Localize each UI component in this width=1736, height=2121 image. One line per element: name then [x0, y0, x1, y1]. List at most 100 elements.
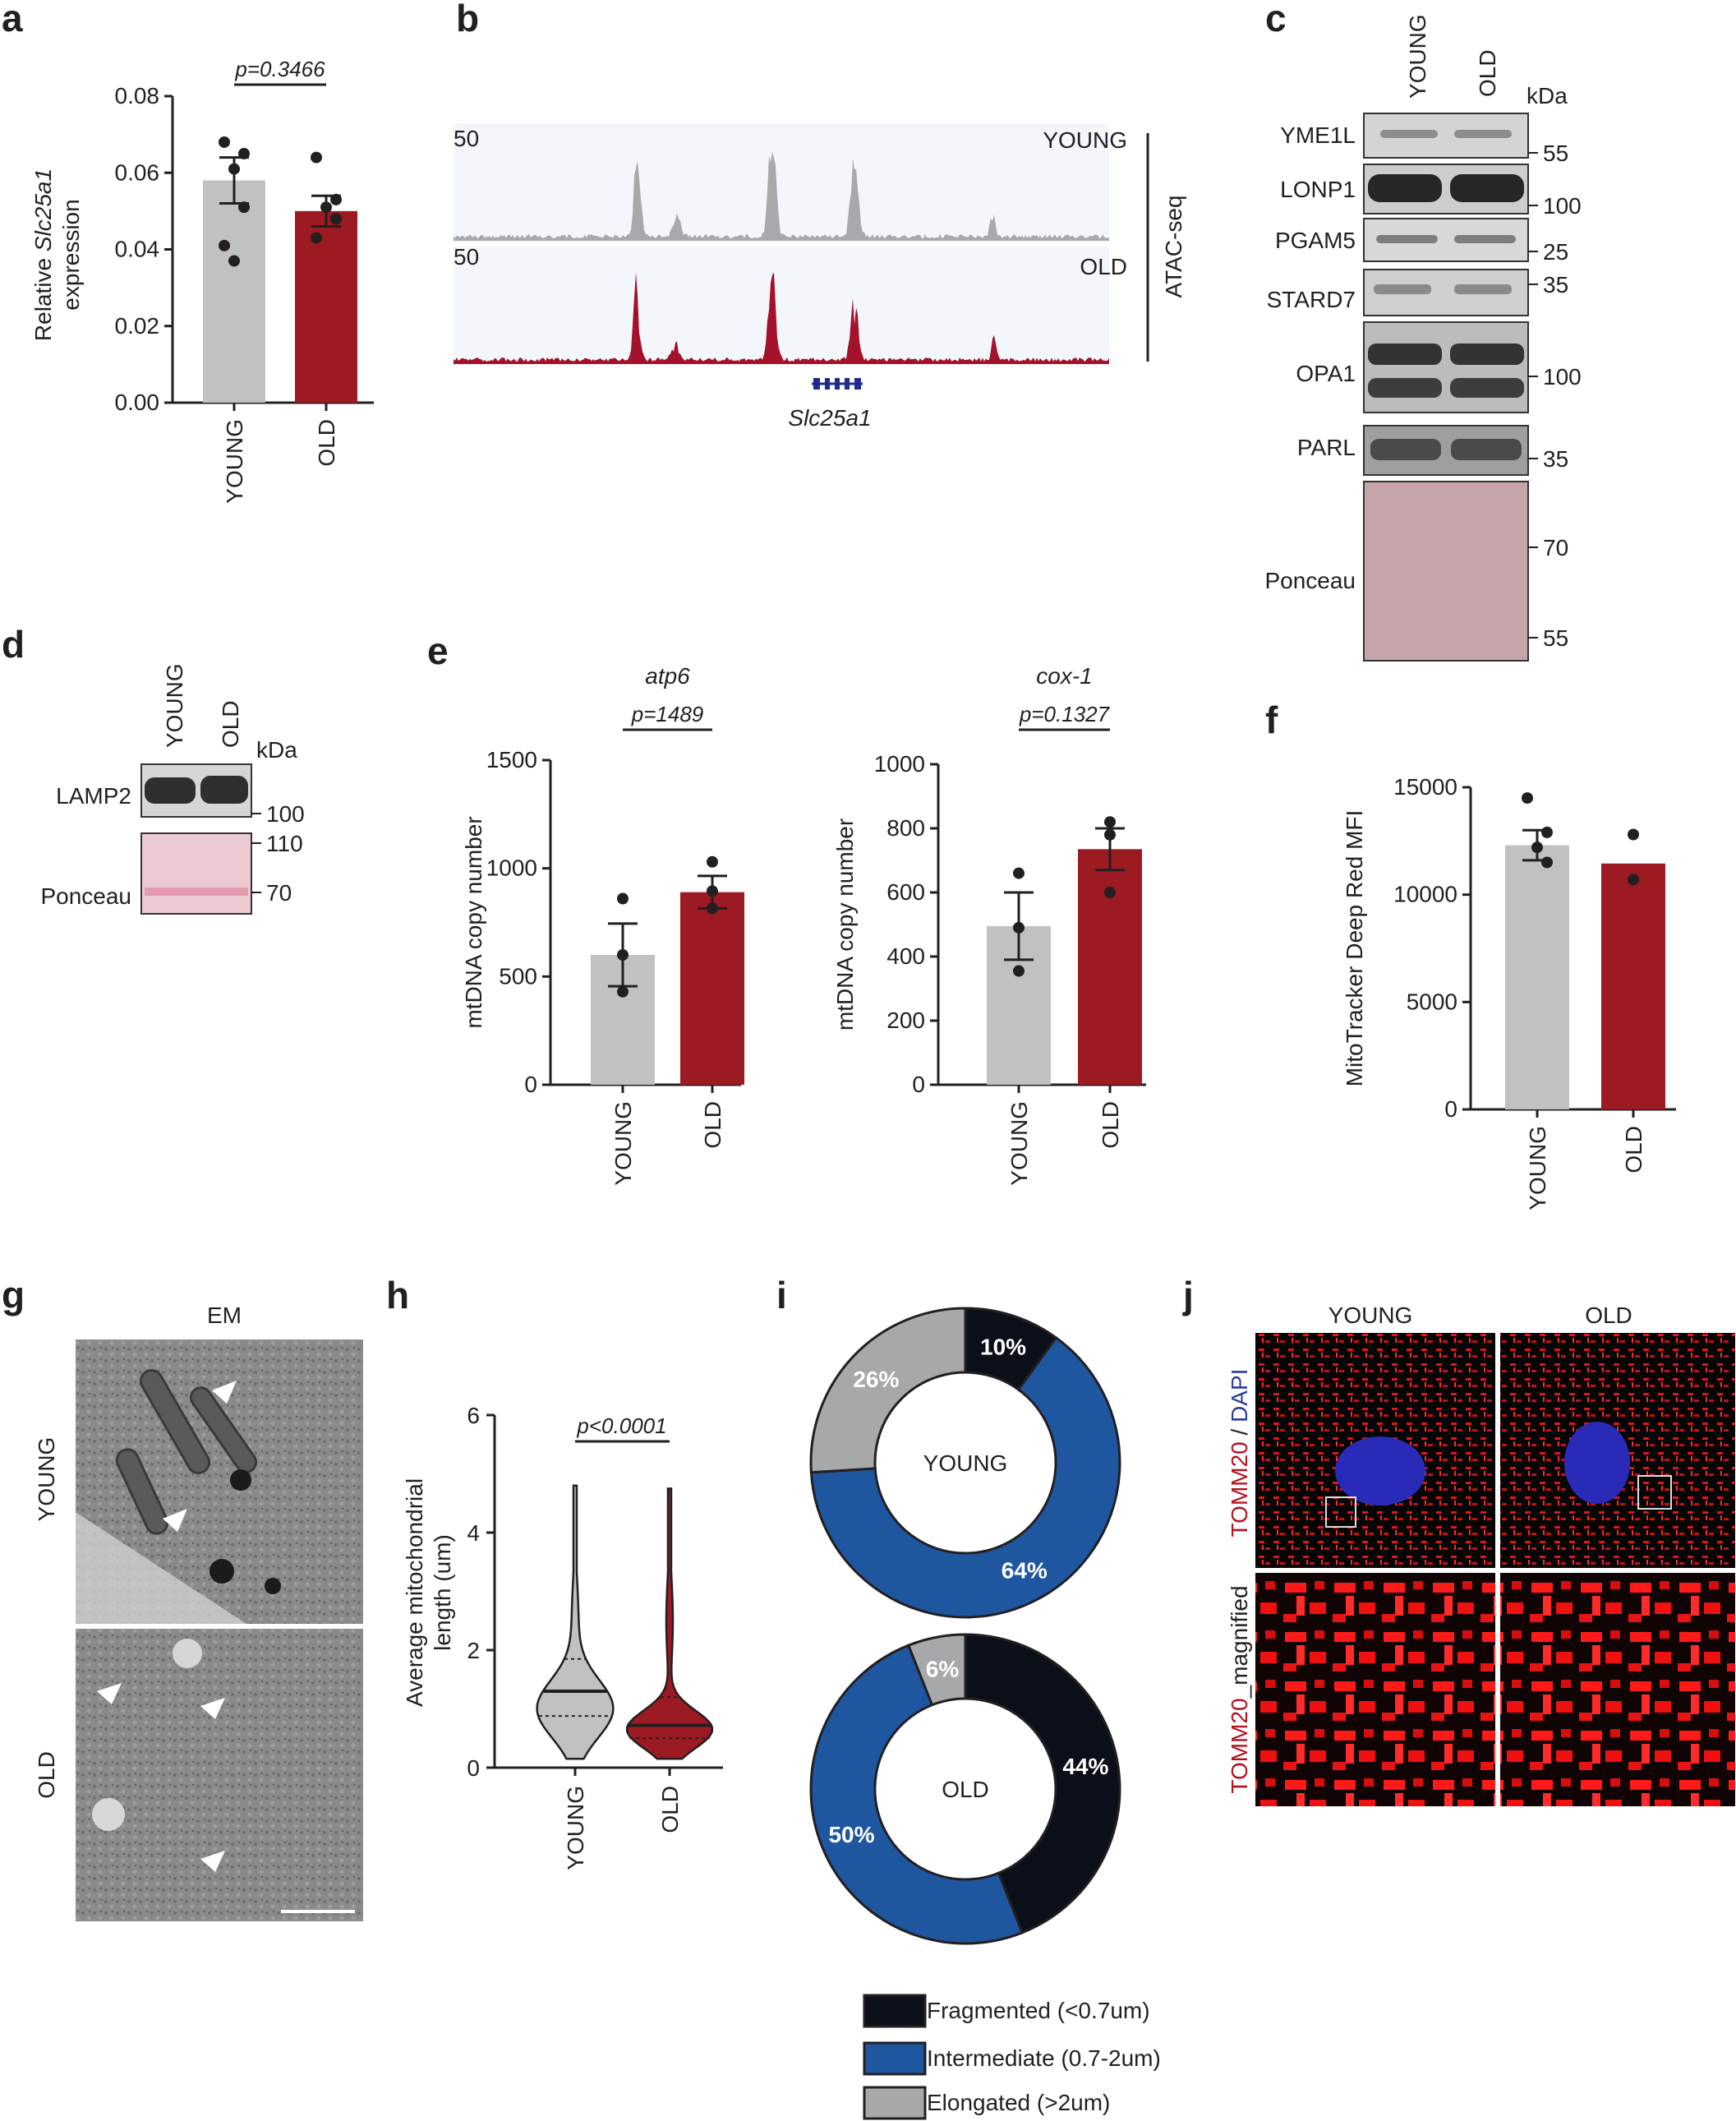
arrow-icon: [97, 1683, 122, 1704]
panel-label-a: a: [2, 0, 23, 39]
slice-elongated: [809, 1307, 967, 1474]
x-tick-label: OLD: [1098, 1101, 1123, 1149]
em-image-old: [76, 1629, 363, 1921]
panel-g-em: EM YOUNG OLD: [34, 1303, 363, 1921]
slice-fragmented: [964, 1633, 1121, 1934]
data-point: [1013, 965, 1025, 977]
data-point: [228, 255, 240, 267]
p-value-label: p=0.3466: [234, 57, 325, 81]
lane-label-old: OLD: [1475, 49, 1500, 97]
chart-i-young: 10% 64% 26% YOUNG: [809, 1307, 1121, 1619]
marker-55b: 55: [1543, 625, 1568, 651]
panel-label-g: g: [2, 1274, 25, 1316]
data-point: [330, 213, 342, 225]
y-tick-label: 0: [524, 1072, 537, 1097]
j-ylabel-top-sep: /: [1227, 1422, 1252, 1441]
panel-label-b: b: [456, 0, 479, 39]
data-point: [707, 902, 718, 915]
slice-label: 10%: [980, 1334, 1026, 1359]
data-point: [617, 892, 629, 905]
y-tick-label: 0.06: [115, 159, 160, 185]
chart-h: 0 2 4 6 YOUNG OLD p<0.0001: [467, 1403, 723, 1870]
donut-center-label: OLD: [942, 1777, 989, 1802]
violin-young: [536, 1484, 615, 1760]
panel-label-c: c: [1265, 0, 1287, 39]
y-tick-label: 1000: [874, 751, 925, 777]
old-track-scale: 50: [454, 244, 479, 270]
legend-swatch-elongated: [863, 2086, 927, 2120]
slice-label: 44%: [1062, 1754, 1108, 1779]
j-col-old: OLD: [1585, 1303, 1632, 1328]
panel-label-e: e: [427, 629, 449, 672]
chart-title: cox-1: [1036, 663, 1092, 689]
if-magnified-young: [1255, 1573, 1495, 1806]
slice-label: 6%: [926, 1657, 960, 1682]
arrow-icon: [163, 1509, 187, 1532]
y-axis-label: mtDNA copy number: [832, 818, 858, 1031]
data-point: [238, 201, 250, 214]
y-tick-label: 600: [886, 879, 925, 905]
y-tick-label: 200: [886, 1007, 925, 1033]
chart-e-cox1: 0 200 400 600 800 1000 YOUNG OLD p=0.1327 cox-1 mt…: [832, 663, 1146, 1186]
y-tick-label: 0: [467, 1755, 480, 1781]
y-tick-label: 10000: [1393, 882, 1457, 907]
y-tick-label: 1500: [486, 747, 537, 772]
old-track-bg: [454, 247, 1109, 366]
panel-c-blots: YOUNG OLD kDa YME1L LONP1 PGAM5 STARD7 O…: [1264, 14, 1582, 662]
panel-label-i: i: [776, 1274, 787, 1316]
chart-a-ylabel: Relative Slc25a1: [30, 168, 56, 341]
data-point: [320, 201, 332, 214]
panel-label-d: d: [2, 623, 25, 666]
em-row-old: OLD: [34, 1751, 59, 1799]
data-point: [1013, 867, 1025, 879]
bar-old: [1078, 849, 1142, 1085]
data-point: [228, 163, 240, 175]
p-value-label: p=0.1327: [1019, 702, 1111, 726]
data-point: [707, 885, 718, 897]
data-point: [617, 985, 629, 998]
blot-opa1: [1363, 321, 1529, 413]
gene-name: Slc25a1: [788, 405, 871, 431]
y-tick-label: 0.04: [115, 237, 160, 262]
slice-intermediate: [809, 1644, 1025, 1945]
data-point: [1104, 828, 1116, 841]
legend-i: Fragmented (<0.7um) Intermediate (0.7-2u…: [863, 1994, 1161, 2120]
d-marker-100: 100: [266, 801, 305, 827]
d-marker-70: 70: [266, 880, 292, 906]
j-col-young: YOUNG: [1328, 1303, 1413, 1328]
lane-label-young: YOUNG: [1405, 14, 1430, 99]
data-point: [219, 136, 230, 148]
data-point: [219, 239, 230, 251]
old-track-label: OLD: [1080, 254, 1127, 279]
data-point: [238, 147, 250, 159]
slice-elongated: [906, 1633, 967, 1707]
em-title: EM: [207, 1303, 242, 1328]
y-tick-label: 0.08: [115, 83, 160, 108]
panel-j-if: YOUNG OLD TOMM20 / DAPI TOMM20_magnified: [1227, 1303, 1735, 1806]
d-lane-young: YOUNG: [162, 663, 187, 748]
chart-a-ylabel-line2: expression: [58, 199, 84, 310]
j-ylabel-bottom-b: _magnified: [1227, 1585, 1252, 1699]
marker-100a: 100: [1543, 193, 1582, 219]
j-ylabel-bottom: TOMM20_magnified: [1227, 1585, 1252, 1793]
panel-label-f: f: [1265, 699, 1278, 741]
data-point: [707, 855, 718, 868]
x-tick-label: OLD: [314, 419, 339, 467]
legend-label-intermediate: Intermediate (0.7-2um): [927, 2045, 1161, 2071]
arrow-icon: [200, 1851, 225, 1872]
x-tick-label: YOUNG: [222, 419, 247, 504]
data-point: [1522, 792, 1533, 805]
band-label-ponceau-d: Ponceau: [40, 883, 131, 909]
slice-label: 50%: [828, 1822, 874, 1847]
y-tick-label: 15000: [1393, 774, 1457, 800]
data-point: [1104, 887, 1116, 898]
chart-h-ylabel-line1: Average mitochondrial: [402, 1478, 427, 1707]
blot-ponceau-d: [140, 832, 252, 915]
band-label-pgam5: PGAM5: [1275, 228, 1356, 253]
legend-label-fragmented: Fragmented (<0.7um): [927, 1998, 1150, 2023]
d-lane-old: OLD: [218, 700, 243, 748]
chart-title: atp6: [645, 663, 690, 689]
band-label-ponceau-c: Ponceau: [1264, 568, 1356, 593]
chart-h-ylabel-line2: length (um): [430, 1534, 455, 1651]
